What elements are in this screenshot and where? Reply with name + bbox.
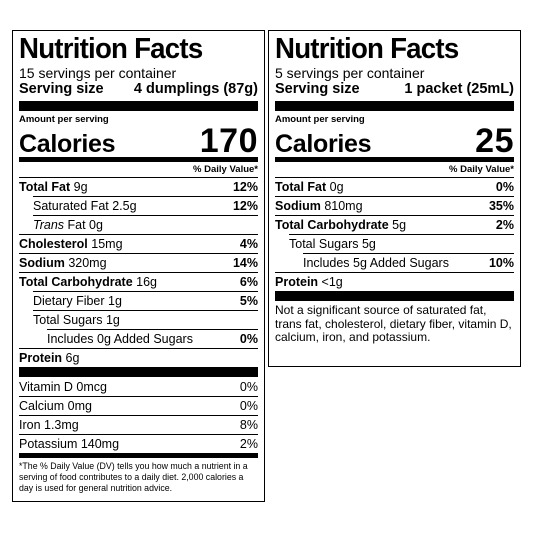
calories-label: Calories xyxy=(19,130,116,158)
nutrient-row-dietary-fiber: Dietary Fiber 1g 5% xyxy=(33,291,258,310)
nutrient-row-added-sugars: Includes 0g Added Sugars 0% xyxy=(47,329,258,348)
calories-value: 170 xyxy=(199,122,258,160)
daily-value-header: % Daily Value* xyxy=(449,164,514,175)
nutrient-row-protein: Protein <1g xyxy=(275,272,514,291)
calories-value: 25 xyxy=(475,122,514,160)
calories-label: Calories xyxy=(275,130,372,158)
nutrition-label-packet: Nutrition Facts 5 servings per container… xyxy=(268,30,521,367)
nutrient-row-total-sugars: Total Sugars 5g xyxy=(289,234,514,253)
nutrient-row-protein: Protein 6g xyxy=(19,348,258,367)
nutrient-row-potassium: Potassium 140mg 2% xyxy=(19,434,258,453)
daily-value-footnote: *The % Daily Value (DV) tells you how mu… xyxy=(19,461,248,493)
serving-size: Serving size 4 dumplings (87g) xyxy=(19,81,258,98)
nutrient-row-total-fat: Total Fat 9g 12% xyxy=(19,177,258,196)
amount-per-serving: Amount per serving xyxy=(275,114,365,125)
divider-thick xyxy=(19,101,258,111)
not-significant-source-note: Not a significant source of saturated fa… xyxy=(275,303,512,344)
nutrient-row-sodium: Sodium 810mg 35% xyxy=(275,196,514,215)
serving-size-value: 4 dumplings (87g) xyxy=(133,81,258,97)
nutrient-row-total-fat: Total Fat 0g 0% xyxy=(275,177,514,196)
nutrient-row-trans-fat: Trans Fat 0g xyxy=(33,215,258,234)
divider-thick xyxy=(275,101,514,111)
label-title: Nutrition Facts xyxy=(19,33,203,65)
nutrient-row-sodium: Sodium 320mg 14% xyxy=(19,253,258,272)
servings-per-container: 15 servings per container xyxy=(19,65,177,81)
divider-thick xyxy=(19,367,258,377)
serving-size-label: Serving size xyxy=(19,81,104,97)
nutrient-row-cholesterol: Cholesterol 15mg 4% xyxy=(19,234,258,253)
calories-row: Calories 25 xyxy=(275,122,514,160)
divider-medium xyxy=(275,157,514,162)
daily-value-header: % Daily Value* xyxy=(193,164,258,175)
nutrient-row-added-sugars: Includes 5g Added Sugars 10% xyxy=(303,253,514,272)
nutrient-row-total-sugars: Total Sugars 1g xyxy=(33,310,258,329)
nutrition-label-dumplings: Nutrition Facts 15 servings per containe… xyxy=(12,30,265,502)
label-title: Nutrition Facts xyxy=(275,33,459,65)
serving-size: Serving size 1 packet (25mL) xyxy=(275,81,514,98)
nutrient-row-saturated-fat: Saturated Fat 2.5g 12% xyxy=(33,196,258,215)
servings-per-container: 5 servings per container xyxy=(275,65,425,81)
nutrient-row-iron: Iron 1.3mg 8% xyxy=(19,415,258,434)
nutrient-row-total-carbohydrate: Total Carbohydrate 16g 6% xyxy=(19,272,258,291)
divider-medium xyxy=(19,453,258,458)
divider-thick xyxy=(275,291,514,301)
serving-size-value: 1 packet (25mL) xyxy=(404,81,514,97)
nutrient-row-calcium: Calcium 0mg 0% xyxy=(19,396,258,415)
nutrient-row-total-carbohydrate: Total Carbohydrate 5g 2% xyxy=(275,215,514,234)
nutrient-row-vitamin-d: Vitamin D 0mcg 0% xyxy=(19,379,258,394)
amount-per-serving: Amount per serving xyxy=(19,114,109,125)
divider-medium xyxy=(19,157,258,162)
serving-size-label: Serving size xyxy=(275,81,360,97)
calories-row: Calories 170 xyxy=(19,122,258,160)
